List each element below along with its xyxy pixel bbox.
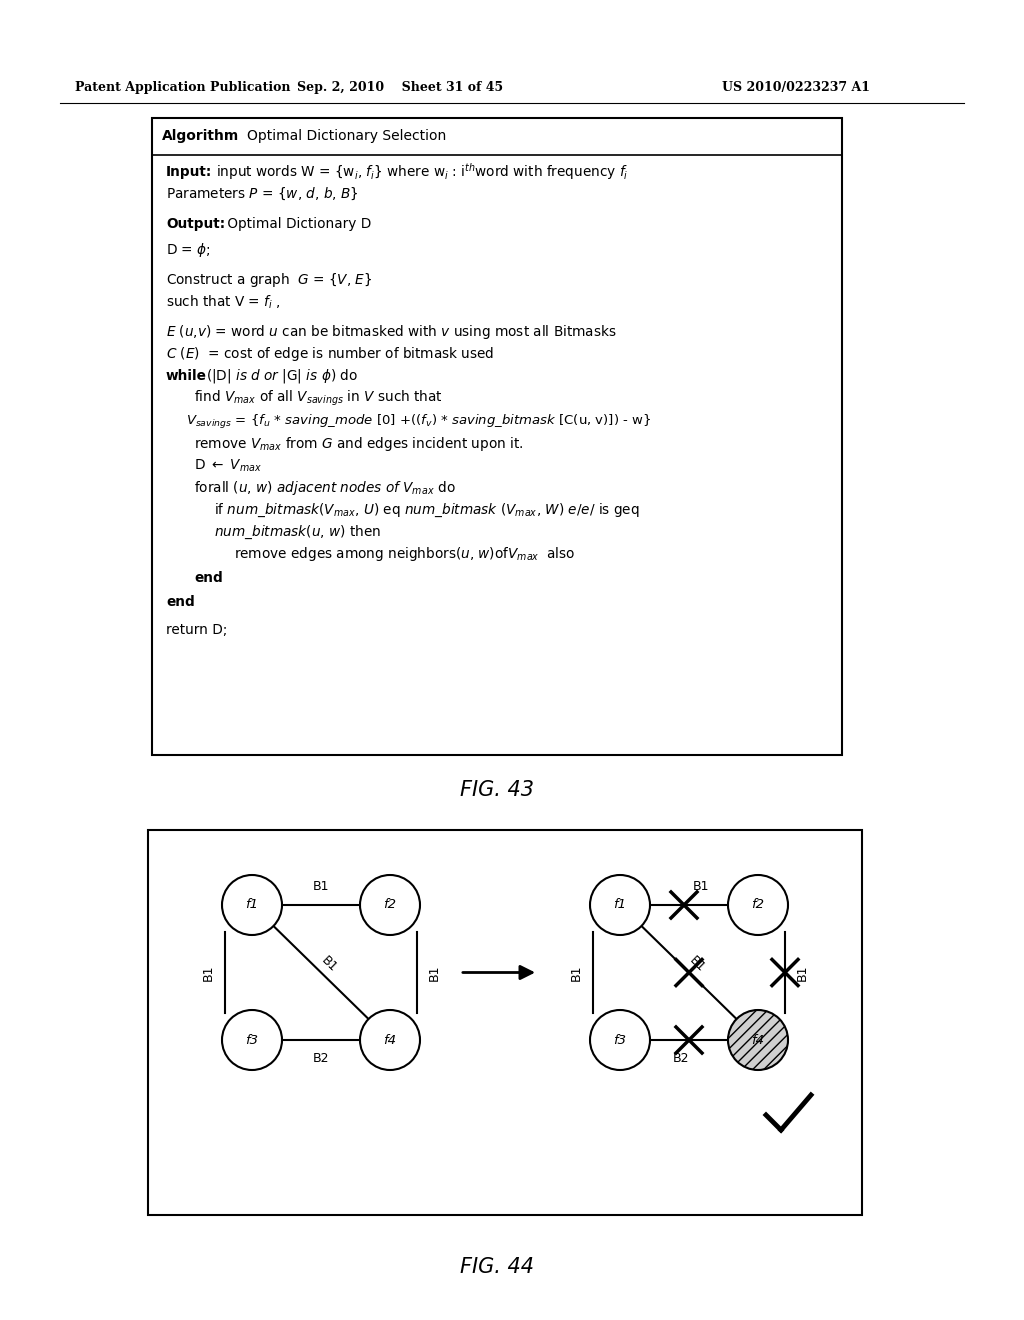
Circle shape: [222, 1010, 282, 1071]
Text: f3: f3: [613, 1034, 627, 1047]
Text: B2: B2: [312, 1052, 330, 1064]
Text: B1: B1: [202, 964, 214, 981]
Text: f1: f1: [246, 899, 258, 912]
Text: input words W = {w$_i$, $f_i$} where w$_i$ : i$^{th}$word with frequency $f_i$: input words W = {w$_i$, $f_i$} where w$_…: [216, 161, 629, 182]
Text: B1: B1: [312, 880, 330, 894]
Text: f1: f1: [613, 899, 627, 912]
Text: $num\_bitmask$($u$, $w$) then: $num\_bitmask$($u$, $w$) then: [214, 523, 381, 541]
Circle shape: [360, 875, 420, 935]
Text: B1: B1: [686, 954, 708, 975]
Text: B1: B1: [569, 964, 583, 981]
Text: $C$ ($E$)  = cost of edge is number of bitmask used: $C$ ($E$) = cost of edge is number of bi…: [166, 345, 495, 363]
Circle shape: [360, 1010, 420, 1071]
Text: B1: B1: [796, 964, 809, 981]
Text: forall ($u$, $w$) $adjacent$ $nodes$ $of$ $V_{max}$ do: forall ($u$, $w$) $adjacent$ $nodes$ $of…: [194, 479, 456, 498]
Text: FIG. 43: FIG. 43: [460, 780, 534, 800]
Text: D $\leftarrow$ $V_{max}$: D $\leftarrow$ $V_{max}$: [194, 458, 262, 474]
Circle shape: [590, 875, 650, 935]
Bar: [152, 117, 842, 755]
Text: f3: f3: [246, 1034, 258, 1047]
Text: $E$ ($u$,$v$) = word $u$ can be bitmasked with $v$ using most all Bitmasks: $E$ ($u$,$v$) = word $u$ can be bitmaske…: [166, 323, 616, 341]
Text: find $V_{max}$ of all $V_{savings}$ in $V$ such that: find $V_{max}$ of all $V_{savings}$ in $…: [194, 388, 443, 408]
Text: $V_{savings}$ = {$f_u$ * $saving\_mode$ [0] +(($f_v$) * $saving\_bitmask$ [C(u, : $V_{savings}$ = {$f_u$ * $saving\_mode$ …: [186, 413, 651, 432]
Circle shape: [222, 875, 282, 935]
Text: Sep. 2, 2010    Sheet 31 of 45: Sep. 2, 2010 Sheet 31 of 45: [297, 82, 503, 95]
Text: return D;: return D;: [166, 623, 227, 638]
Text: US 2010/0223237 A1: US 2010/0223237 A1: [722, 82, 870, 95]
Text: such that V = $f_i$ ,: such that V = $f_i$ ,: [166, 293, 281, 310]
Text: f4: f4: [752, 1034, 765, 1047]
Text: B1: B1: [427, 964, 440, 981]
Text: f2: f2: [384, 899, 396, 912]
Text: if $num\_bitmask$($V_{max}$, $U$) eq $num\_bitmask$ ($V_{max}$, $W$) $e/e/$ is g: if $num\_bitmask$($V_{max}$, $U$) eq $nu…: [214, 502, 640, 519]
Text: end: end: [194, 572, 223, 585]
Circle shape: [590, 1010, 650, 1071]
Text: B2: B2: [673, 1052, 689, 1064]
Circle shape: [728, 1010, 788, 1071]
Text: Output:: Output:: [166, 216, 225, 231]
Text: remove edges among neighbors($u$, $w$)of$V_{max}$  also: remove edges among neighbors($u$, $w$)of…: [234, 545, 575, 564]
Text: remove $V_{max}$ from $G$ and edges incident upon it.: remove $V_{max}$ from $G$ and edges inci…: [194, 436, 523, 453]
Text: Construct a graph  $G$ = {$V$, $E$}: Construct a graph $G$ = {$V$, $E$}: [166, 271, 373, 289]
Text: Optimal Dictionary D: Optimal Dictionary D: [223, 216, 372, 231]
Text: Patent Application Publication: Patent Application Publication: [75, 82, 291, 95]
Text: D = $\phi$;: D = $\phi$;: [166, 242, 211, 259]
Text: Parameters $P$ = {$w$, $d$, $b$, $B$}: Parameters $P$ = {$w$, $d$, $b$, $B$}: [166, 186, 358, 202]
Text: Algorithm: Algorithm: [162, 129, 240, 143]
Text: Input:: Input:: [166, 165, 212, 180]
Text: B1: B1: [318, 954, 339, 975]
Text: Optimal Dictionary Selection: Optimal Dictionary Selection: [247, 129, 446, 143]
Text: B1: B1: [693, 880, 710, 894]
Text: end: end: [166, 595, 195, 609]
Text: while: while: [166, 370, 207, 383]
Text: f2: f2: [752, 899, 765, 912]
Text: FIG. 44: FIG. 44: [460, 1257, 534, 1276]
Bar: [148, 830, 862, 1214]
Text: f4: f4: [384, 1034, 396, 1047]
Circle shape: [728, 875, 788, 935]
Text: (|D| $is$ $d$ $or$ |G| $is$ $\phi$) do: (|D| $is$ $d$ $or$ |G| $is$ $\phi$) do: [206, 367, 358, 385]
